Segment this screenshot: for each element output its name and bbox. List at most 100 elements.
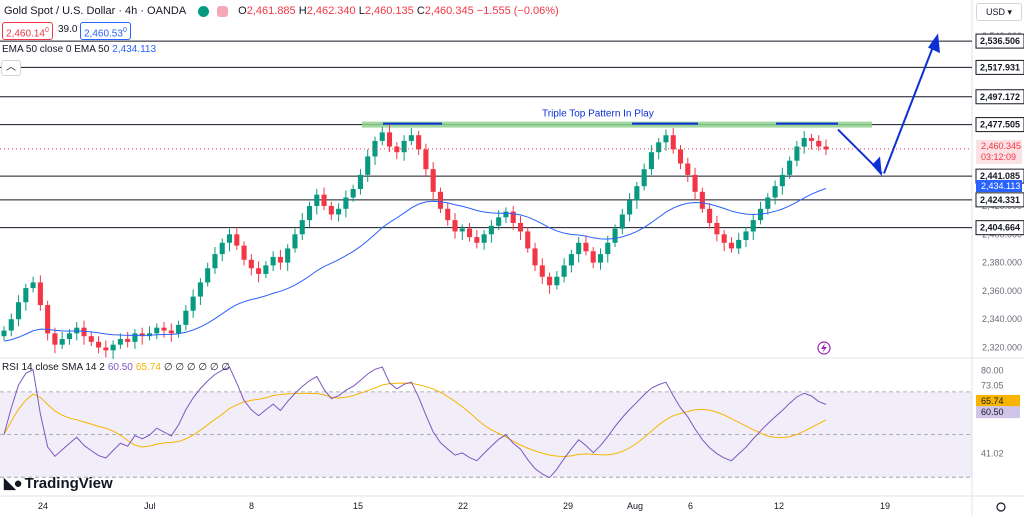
resistance-zone [362,121,872,128]
close-label: C [416,5,425,17]
rsi-line [3,366,827,479]
candle-body [117,339,123,345]
time-tick-label: 19 [880,501,890,511]
candle-body [445,208,451,221]
rsi-legend-rsi: 60.50 [107,362,133,373]
arrow-up-line [883,38,937,174]
pattern-annotation: Triple Top Pattern In Play [542,109,654,120]
candle-body [517,222,524,232]
candle-body [772,186,778,198]
ohlc-readout: O2,461.885 H2,462.340 L2,460.135 C2,460.… [238,5,559,17]
ema-legend[interactable]: EMA 50 close 0 EMA 50 2,434.113 [2,44,156,55]
brand-name: TradingView [24,474,113,492]
candle-body [634,186,640,201]
candle-body [452,220,458,232]
rsi-legend[interactable]: RSI 14 close SMA 14 2 60.50 65.74 ∅ ∅ ∅ ∅ ∅… [2,362,230,373]
rsi-value-tag [976,406,1020,419]
alert-lightning-icon [817,341,831,355]
candle-body [707,208,713,223]
sell-price: 2,460.14 [6,28,45,40]
candle-body [336,208,342,215]
candle-body [176,324,182,334]
currency-selector[interactable]: USD ▾ [976,3,1022,21]
candle-body [481,234,487,243]
candle-body [270,256,276,266]
candle-body [321,194,327,206]
candle-body [648,152,654,170]
change-value: −1.555 (−0.06%) [476,5,559,17]
ema-tag-label: 2,434.113 [981,181,1020,191]
candle-body [539,265,545,277]
candle-body [30,282,36,289]
market-status-icon [198,5,210,17]
time-tick-label: Jul [144,501,156,511]
candle-body [532,248,538,266]
level-tag [975,220,1024,236]
rsi-tick-label: 80.00 [981,366,1004,376]
candle-body [59,339,65,345]
time-tick-label: Aug [627,501,643,511]
collapse-legend-icon[interactable]: ︿ [1,60,21,76]
arrow-down-head [872,156,882,177]
candle-body [467,228,473,238]
candle-body [23,288,29,303]
candle-body [168,330,174,334]
candle-body [110,344,116,351]
candle-body [510,211,516,223]
candle-body [459,228,465,232]
candle-body [226,234,233,243]
buy-price-small: 0 [122,27,127,34]
candle-body [714,222,720,235]
candle-body [306,205,313,221]
candle-body [277,256,283,263]
candle-body [437,191,444,209]
candle-body [416,135,422,150]
last-price-label: 2,460.345 [981,141,1021,151]
candle-body [212,254,218,269]
rsi-sma-line [3,382,827,458]
time-tick-label: 6 [688,501,693,511]
candle-body [66,333,73,340]
level-tag-label: 2,536.506 [980,36,1020,46]
level-tag-label: 2,517.931 [980,62,1020,72]
symbol-title[interactable]: Gold Spot / U.S. Dollar · 4h · OANDA [4,5,187,17]
candle-body [423,149,429,170]
candle-body [45,305,51,334]
candle-body [808,138,814,141]
price-tick-label: 2,340.000 [982,314,1022,324]
candle-body [801,138,807,147]
candle-body [627,200,633,215]
candle-body [386,132,393,147]
candle-body [597,254,604,263]
candle-body [241,245,247,260]
candle-body [219,242,225,255]
candle-body [816,140,822,147]
candle-body [503,211,509,218]
candle-body [401,140,407,153]
candle-body [357,174,363,189]
level-tag-label: 2,497.172 [980,92,1020,102]
candle-body [612,228,618,243]
candle-body [37,282,43,306]
candle-body [547,276,553,286]
level-tag [975,59,1024,75]
buy-button[interactable]: 2,460.530 [80,22,131,40]
candle-body [16,302,22,320]
level-tag [975,33,1024,49]
price-tick-label: 2,320.000 [982,343,1022,353]
sell-button[interactable]: 2,460.140 [2,22,53,40]
candle-body [372,140,378,157]
sell-price-small: 0 [44,27,49,34]
candle-body [234,234,240,246]
flag-icon[interactable] [217,5,229,17]
candle-body [183,310,189,325]
candle-body [161,327,167,331]
time-tick-label: 8 [249,501,254,511]
candle-body [823,146,829,150]
candle-body [190,296,196,311]
ema-tag [976,180,1022,193]
candle-body [379,132,385,141]
candle-body [590,251,596,263]
